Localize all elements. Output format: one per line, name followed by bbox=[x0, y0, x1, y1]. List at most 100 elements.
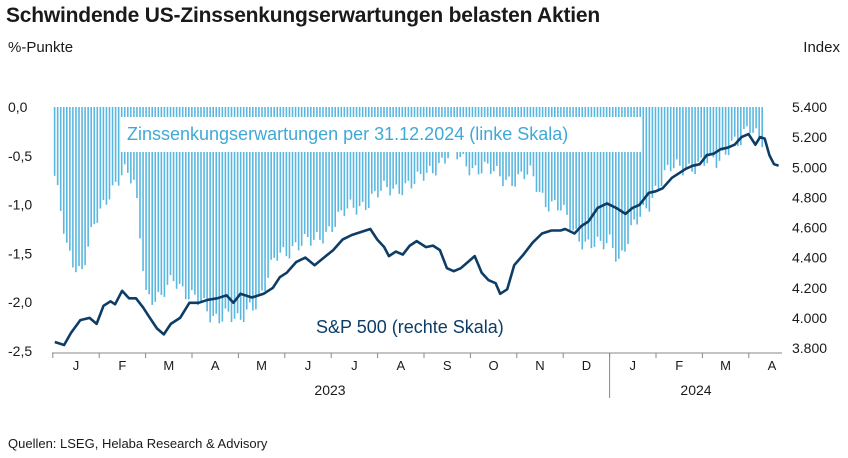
bar bbox=[343, 107, 346, 217]
month-label: D bbox=[582, 358, 591, 373]
bar bbox=[245, 107, 248, 310]
bar bbox=[621, 107, 623, 251]
bar bbox=[172, 107, 175, 282]
bar bbox=[145, 107, 147, 290]
bar bbox=[740, 107, 742, 146]
bar bbox=[761, 107, 763, 148]
bar bbox=[340, 107, 343, 211]
bar bbox=[605, 107, 608, 244]
bar bbox=[203, 107, 205, 299]
bar bbox=[554, 107, 556, 201]
left-tick-label: -0,5 bbox=[8, 148, 32, 164]
bar bbox=[727, 107, 730, 156]
bar bbox=[163, 107, 166, 297]
bar bbox=[313, 107, 315, 240]
line-layer bbox=[54, 132, 780, 347]
bar bbox=[200, 107, 202, 302]
bar bbox=[669, 107, 672, 172]
bar bbox=[297, 107, 300, 251]
bar bbox=[53, 107, 56, 176]
bar bbox=[608, 107, 611, 235]
bar bbox=[197, 107, 199, 306]
bar bbox=[319, 107, 321, 240]
left-axis-unit: %-Punkte bbox=[8, 39, 74, 56]
bar bbox=[212, 107, 214, 317]
bar bbox=[62, 107, 65, 234]
bar bbox=[367, 107, 370, 208]
bar bbox=[755, 107, 757, 129]
bar bbox=[114, 107, 117, 182]
bar-annotation-box bbox=[121, 117, 642, 152]
right-axis-unit: Index bbox=[803, 39, 840, 56]
bar bbox=[66, 107, 68, 243]
bar bbox=[285, 107, 288, 257]
right-tick-label: 5.400 bbox=[792, 99, 827, 115]
bar bbox=[602, 107, 605, 250]
bar bbox=[233, 107, 236, 319]
bar bbox=[618, 107, 620, 259]
bar bbox=[267, 107, 269, 278]
bar bbox=[361, 107, 364, 202]
bar bbox=[96, 107, 99, 223]
bar bbox=[218, 107, 221, 324]
bar bbox=[666, 107, 669, 165]
right-tick-label: 3.800 bbox=[792, 340, 827, 356]
bar bbox=[99, 107, 102, 209]
bar bbox=[81, 107, 83, 270]
month-label: A bbox=[396, 358, 405, 373]
bar bbox=[633, 107, 635, 220]
month-label: M bbox=[720, 358, 731, 373]
month-label: J bbox=[351, 358, 358, 373]
right-tick-label: 4.200 bbox=[792, 280, 827, 296]
bar bbox=[657, 107, 660, 189]
right-tick-label: 4.600 bbox=[792, 220, 827, 236]
right-tick-label: 5.000 bbox=[792, 159, 827, 175]
bar bbox=[148, 107, 150, 295]
bar bbox=[581, 107, 584, 250]
bar bbox=[221, 107, 224, 322]
bar bbox=[117, 107, 120, 186]
bar bbox=[627, 107, 629, 244]
bar bbox=[642, 107, 645, 205]
bar bbox=[334, 107, 336, 227]
bar bbox=[615, 107, 617, 262]
bar bbox=[139, 107, 141, 239]
bar bbox=[236, 107, 239, 314]
bar bbox=[59, 107, 62, 211]
bar bbox=[178, 107, 181, 284]
bar bbox=[194, 107, 196, 295]
bar bbox=[175, 107, 178, 289]
bar bbox=[544, 107, 547, 208]
bar bbox=[90, 107, 92, 228]
bar bbox=[364, 107, 367, 210]
bar bbox=[575, 107, 577, 229]
bar bbox=[255, 107, 257, 310]
bar-annotation: Zinssenkungserwartungen per 31.12.2024 (… bbox=[127, 124, 568, 144]
bar bbox=[273, 107, 275, 258]
right-tick-label: 4.800 bbox=[792, 189, 827, 205]
bar bbox=[102, 107, 105, 201]
bar bbox=[252, 107, 254, 311]
bar bbox=[599, 107, 602, 241]
left-tick-label: -1,5 bbox=[8, 245, 32, 261]
bar bbox=[72, 107, 74, 268]
bar bbox=[694, 107, 696, 175]
right-tick-label: 5.200 bbox=[792, 129, 827, 145]
bar bbox=[56, 107, 59, 186]
bar bbox=[700, 107, 702, 158]
left-tick-label: -2,5 bbox=[8, 343, 32, 359]
bar bbox=[572, 107, 574, 231]
bar bbox=[724, 107, 727, 155]
chart-title: Schwindende US-Zinssenkungserwartungen b… bbox=[6, 4, 601, 27]
bar bbox=[160, 107, 163, 295]
bar bbox=[715, 107, 718, 168]
bar bbox=[93, 107, 96, 225]
bar bbox=[291, 107, 294, 247]
bar bbox=[672, 107, 675, 169]
source-note: Quellen: LSEG, Helaba Research & Advisor… bbox=[8, 436, 268, 451]
bar bbox=[105, 107, 108, 205]
bar bbox=[249, 107, 251, 303]
bar bbox=[108, 107, 111, 200]
month-label: J bbox=[305, 358, 312, 373]
